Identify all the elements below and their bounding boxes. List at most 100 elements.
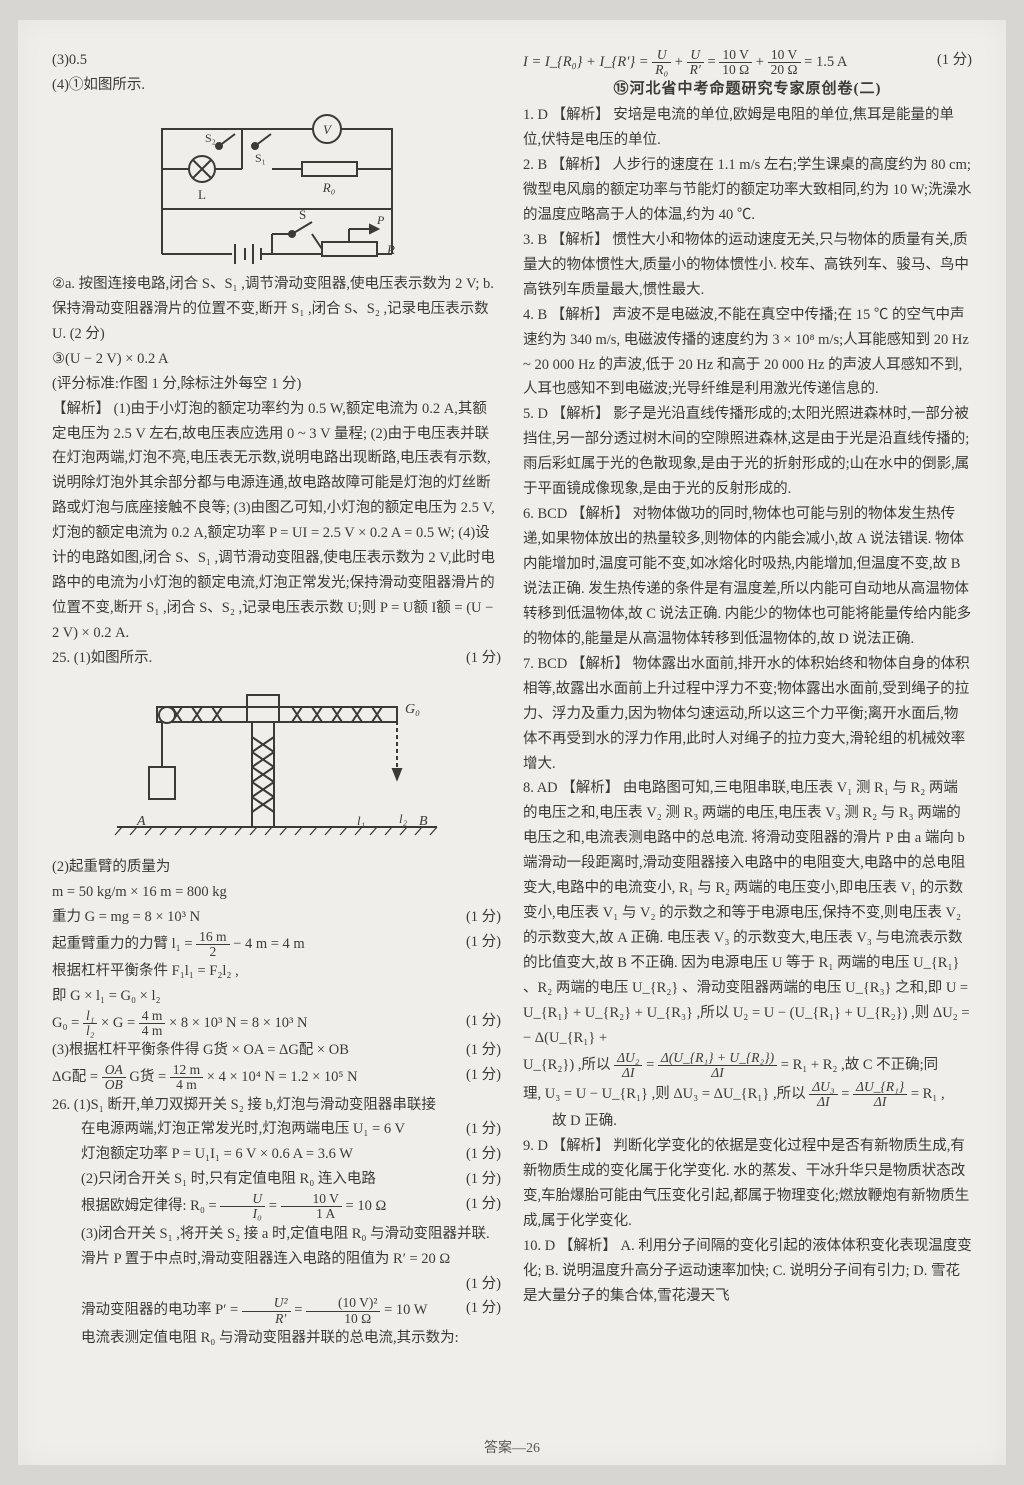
txt: = — [841, 1086, 853, 1102]
q9: 9. D 【解析】 判断化学变化的依据是变化过程中是否有新物质生成,有新物质生成… — [523, 1134, 972, 1234]
txt: + — [675, 54, 687, 70]
q25-dg-pts: (1 分) — [466, 1063, 501, 1092]
num: l₁ — [83, 1009, 97, 1024]
p-scoring: (评分标准:作图 1 分,除标注外每空 1 分) — [52, 372, 501, 397]
txt: G货 = — [129, 1069, 169, 1085]
q26-3b: 滑片 P 置于中点时,滑动变阻器连入电路的阻值为 R′ = 20 Ω — [52, 1247, 450, 1272]
q25-m: m = 50 kg/m × 16 m = 800 kg — [52, 880, 501, 905]
num: U — [687, 48, 704, 63]
svg-text:B: B — [419, 814, 428, 829]
q25-2-head: (2)起重臂的质量为 — [52, 855, 501, 880]
txt: = — [269, 1198, 281, 1214]
p-analysis: 【解析】 (1)由于小灯泡的额定功率约为 0.5 W,额定电流为 0.2 A,其… — [52, 397, 501, 646]
txt: + — [756, 54, 768, 70]
q25-arm-pts: (1 分) — [466, 930, 501, 959]
q26-3c-pts: (1 分) — [466, 1296, 501, 1325]
q1: 1. D 【解析】 安培是电流的单位,欧姆是电阻的单位,焦耳是能量的单位,伏特是… — [523, 103, 972, 153]
txt: = 1.5 A — [804, 54, 847, 70]
den: OB — [102, 1078, 126, 1092]
den: 4 m — [170, 1078, 203, 1092]
q25-G0: G₀ = l₁l₂ × G = 4 m4 m × 8 × 10³ N = 8 ×… — [52, 1009, 308, 1038]
den: 10 Ω — [306, 1312, 380, 1326]
paper-title: ⑮河北省中考命题研究专家原创卷(二) — [523, 77, 972, 103]
q25-lever: 根据杠杆平衡条件 F₁l₁ = F₂l₂ , — [52, 959, 501, 984]
q25-head: 25. (1)如图所示. — [52, 646, 152, 671]
den: I₀ — [220, 1207, 265, 1221]
page-footer: 答案—26 — [0, 1437, 1024, 1457]
txt: 理, U₃ = U − U_{R₁} ,则 ΔU₃ = ΔU_{R₁} ,所以 — [523, 1086, 809, 1102]
q25-G-pts: (1 分) — [466, 905, 501, 930]
txt: = — [646, 1057, 658, 1073]
q26-1c-pts: (1 分) — [466, 1142, 501, 1167]
q26-3a: (3)闭合开关 S₁ ,将开关 S₂ 接 a 时,定值电阻 R₀ 与滑动变阻器并… — [52, 1222, 501, 1247]
txt: 起重臂重力的力臂 l₁ = — [52, 936, 196, 952]
num: 10 V — [281, 1192, 342, 1207]
top-pts: (1 分) — [937, 48, 972, 77]
txt: − 4 m = 4 m — [233, 936, 305, 952]
line-4-fig: (4)①如图所示. — [52, 73, 501, 98]
q25-G: 重力 G = mg = 8 × 10³ N — [52, 905, 200, 930]
svg-text:R: R — [386, 242, 395, 257]
den: R₀ — [652, 63, 671, 77]
svg-text:G₀: G₀ — [405, 702, 420, 717]
q26-3d: 电流表测定值电阻 R₀ 与滑动变阻器并联的总电流,其示数为: — [52, 1326, 501, 1351]
den: ΔI — [853, 1095, 907, 1109]
num: OA — [102, 1063, 126, 1078]
svg-text:P: P — [376, 213, 385, 227]
num: 4 m — [139, 1009, 166, 1024]
num: 10 V — [768, 48, 801, 63]
circuit-diagram: V L S₂ S₁ — [127, 104, 427, 264]
txt: = — [707, 54, 719, 70]
svg-text:l₂: l₂ — [399, 811, 408, 826]
den: l₂ — [83, 1024, 97, 1038]
q26-2b-pts: (1 分) — [466, 1192, 501, 1221]
svg-text:l₁: l₁ — [357, 813, 365, 828]
q25-dg: ΔG配 = OAOB G货 = 12 m4 m × 4 × 10⁴ N = 1.… — [52, 1063, 358, 1092]
line-3-05: (3)0.5 — [52, 48, 501, 73]
svg-text:S: S — [299, 207, 306, 222]
q25-arm: 起重臂重力的力臂 l₁ = 16 m2 − 4 m = 4 m — [52, 930, 305, 959]
num: ΔU₂ — [614, 1051, 642, 1066]
p-step2: ②a. 按图连接电路,闭合 S、S₁ ,调节滑动变阻器,使电压表示数为 2 V;… — [52, 272, 501, 347]
txt: 根据欧姆定律得: R₀ = — [81, 1198, 220, 1214]
q8a: 8. AD 【解析】 由电路图可知,三电阻串联,电压表 V₁ 测 R₁ 与 R₂… — [523, 776, 972, 1050]
q8-eq1: U_{R₂}) ,所以 ΔU₂ΔI = Δ(U_{R₁} + U_{R₂})ΔI… — [523, 1051, 972, 1080]
den: 1 A — [281, 1207, 342, 1221]
q8-eq2: 理, U₃ = U − U_{R₁} ,则 ΔU₃ = ΔU_{R₁} ,所以 … — [523, 1080, 972, 1109]
svg-text:L: L — [198, 187, 206, 202]
den: R′ — [687, 63, 704, 77]
txt: I = I_{R₀} + I_{R′} = — [523, 54, 652, 70]
num: 12 m — [170, 1063, 203, 1078]
num: U — [652, 48, 671, 63]
den: 2 — [196, 945, 229, 959]
q26-3b-pts: (1 分) — [52, 1272, 501, 1297]
q3: 3. B 【解析】 惯性大小和物体的运动速度无关,只与物体的质量有关,质量大的物… — [523, 228, 972, 303]
q10: 10. D 【解析】 A. 利用分子间隔的变化引起的液体体积变化表现温度变化; … — [523, 1234, 972, 1309]
q26-1c: 灯泡额定功率 P = U₁I₁ = 6 V × 0.6 A = 3.6 W — [52, 1142, 353, 1167]
txt: × 8 × 10³ N = 8 × 10³ N — [169, 1015, 307, 1031]
q4: 4. B 【解析】 声波不是电磁波,不能在真空中传播;在 15 ℃ 的空气中声速… — [523, 303, 972, 403]
den: ΔI — [614, 1066, 642, 1080]
q2: 2. B 【解析】 人步行的速度在 1.1 m/s 左右;学生课桌的高度约为 8… — [523, 153, 972, 228]
txt: 滑动变阻器的电功率 P′ = — [81, 1302, 242, 1318]
txt: × 4 × 10⁴ N = 1.2 × 10⁵ N — [207, 1069, 358, 1085]
q26-1b-pts: (1 分) — [466, 1117, 501, 1142]
txt: = 10 W — [384, 1302, 427, 1318]
num: 10 V — [719, 48, 752, 63]
q25-3: (3)根据杠杆平衡条件得 G货 × OA = ΔG配 × OB — [52, 1038, 349, 1063]
txt: U_{R₂}) ,所以 — [523, 1057, 614, 1073]
num: (10 V)² — [306, 1296, 380, 1311]
num: 16 m — [196, 930, 229, 945]
txt: = 10 Ω — [346, 1198, 387, 1214]
q6: 6. BCD 【解析】 对物体做功的同时,物体也可能与别的物体发生热传递,如果物… — [523, 502, 972, 652]
den: 4 m — [139, 1024, 166, 1038]
q25-G0-pts: (1 分) — [466, 1009, 501, 1038]
num: ΔU_{R₁} — [853, 1080, 907, 1095]
q26-2a-pts: (1 分) — [466, 1167, 501, 1192]
txt: × G = — [101, 1015, 139, 1031]
right-column: I = I_{R₀} + I_{R′} = UR₀ + UR′ = 10 V10… — [523, 48, 972, 1455]
q26-1b: 在电源两端,灯泡正常发光时,灯泡两端电压 U₁ = 6 V — [52, 1117, 405, 1142]
den: ΔI — [658, 1066, 777, 1080]
txt: = — [294, 1302, 306, 1318]
svg-text:A: A — [136, 814, 146, 829]
